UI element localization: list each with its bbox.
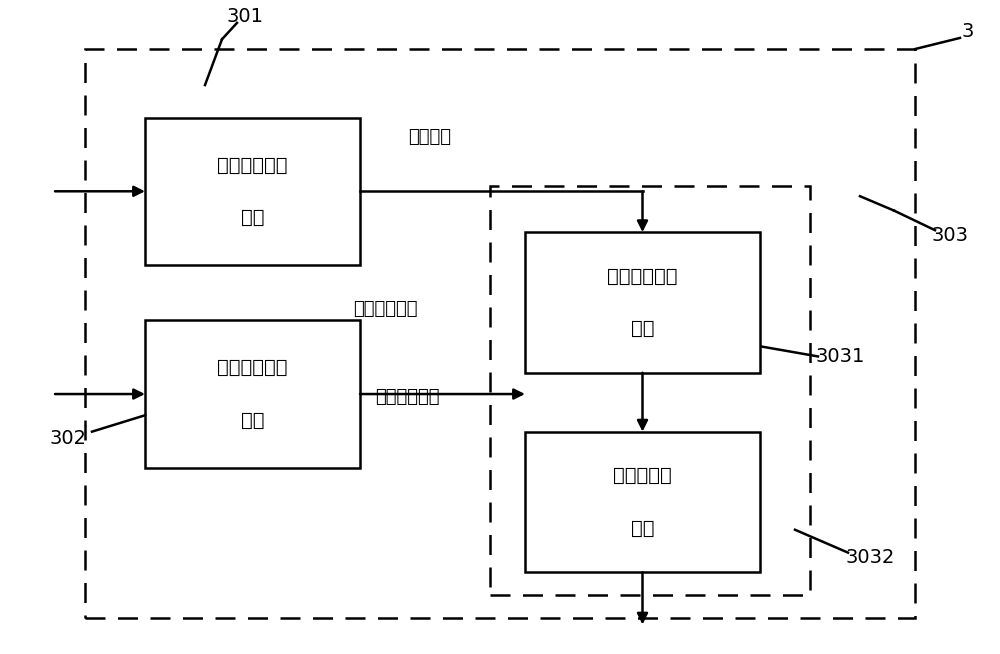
- Bar: [490, 186, 810, 595]
- Bar: [145, 320, 360, 468]
- Bar: [525, 432, 760, 572]
- Text: 模块: 模块: [631, 319, 654, 338]
- Text: 系统条件检查: 系统条件检查: [217, 358, 288, 377]
- Text: 修正系数计算: 修正系数计算: [607, 267, 678, 286]
- Text: 303: 303: [932, 226, 968, 245]
- Text: 3032: 3032: [845, 547, 895, 567]
- Text: 模块: 模块: [241, 411, 264, 430]
- Text: 自适应修正: 自适应修正: [613, 466, 672, 485]
- Text: 3: 3: [962, 22, 974, 41]
- Bar: [525, 232, 760, 373]
- Text: 302: 302: [50, 428, 87, 448]
- Text: 3031: 3031: [815, 347, 865, 366]
- Bar: [85, 49, 915, 618]
- Text: 修正系数初值: 修正系数初值: [375, 388, 439, 406]
- Text: 计算状态触发: 计算状态触发: [217, 156, 288, 175]
- Text: 检测结果: 检测结果: [409, 128, 452, 146]
- Text: 条件满足状态: 条件满足状态: [353, 300, 417, 318]
- Text: 301: 301: [226, 7, 264, 26]
- Bar: [145, 118, 360, 265]
- Text: 模块: 模块: [241, 208, 264, 227]
- Text: 模块: 模块: [631, 519, 654, 538]
